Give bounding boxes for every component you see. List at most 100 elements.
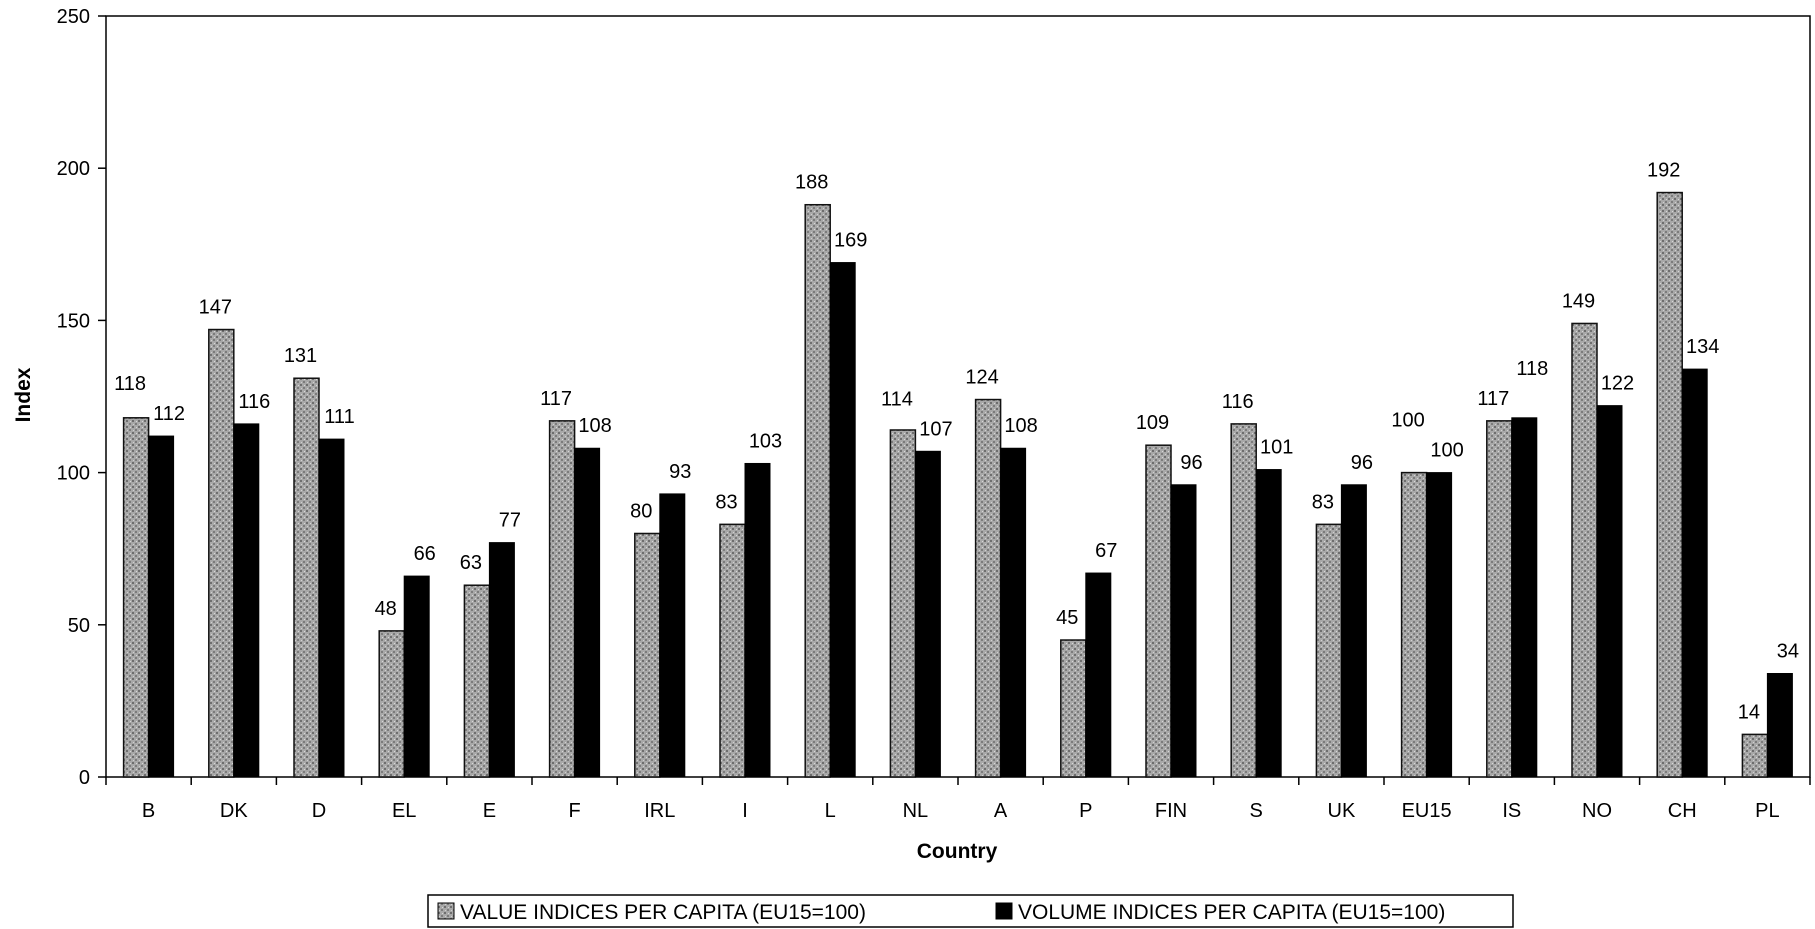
value-bar — [719, 523, 746, 778]
volume-bar — [403, 575, 430, 778]
value-bar — [122, 417, 150, 778]
legend-entry: VALUE INDICES PER CAPITA (EU15=100) — [460, 901, 866, 924]
y-tick-label: 150 — [57, 310, 90, 332]
x-tick-label: I — [742, 800, 748, 822]
value-data-label: 83 — [715, 491, 737, 513]
volume-data-label: 103 — [749, 430, 782, 452]
volume-data-label: 108 — [1004, 415, 1037, 437]
value-bar — [1656, 191, 1683, 778]
volume-data-label: 134 — [1686, 336, 1719, 358]
value-bar — [548, 420, 576, 778]
value-data-label: 45 — [1056, 607, 1078, 629]
x-axis-title: Country — [917, 840, 998, 863]
volume-data-label: 77 — [499, 510, 521, 532]
x-tick-label: L — [825, 800, 836, 822]
x-tick-label: PL — [1755, 800, 1779, 822]
x-tick-label: DK — [220, 800, 248, 822]
x-tick-label: NL — [903, 800, 929, 822]
volume-data-label: 112 — [153, 403, 185, 425]
volume-bar — [1511, 417, 1538, 778]
y-tick-label: 0 — [79, 767, 90, 789]
volume-bar — [1000, 447, 1027, 778]
volume-bar — [1170, 484, 1197, 778]
value-data-label: 116 — [1222, 391, 1254, 413]
volume-data-label: 96 — [1180, 452, 1202, 474]
volume-data-label: 34 — [1777, 641, 1799, 663]
x-tick-label: EL — [392, 800, 416, 822]
x-tick-label: D — [312, 800, 326, 822]
volume-bar — [574, 447, 601, 778]
value-bar — [463, 584, 491, 778]
volume-bar — [1766, 673, 1793, 778]
value-bar — [293, 377, 320, 778]
value-bar — [1486, 420, 1513, 778]
value-data-label: 131 — [284, 345, 317, 367]
x-tick-label: NO — [1582, 800, 1612, 822]
volume-bar — [233, 423, 260, 778]
x-tick-label: F — [568, 800, 580, 822]
x-tick-label: B — [142, 800, 155, 822]
volume-data-label: 108 — [578, 415, 611, 437]
value-data-label: 117 — [1477, 388, 1509, 410]
value-bar — [1571, 322, 1598, 778]
value-bar — [634, 532, 661, 778]
y-axis-title: Index — [12, 367, 35, 422]
volume-data-label: 101 — [1260, 437, 1293, 459]
value-bar — [208, 328, 235, 778]
x-tick-label: A — [994, 800, 1008, 822]
value-data-label: 192 — [1647, 160, 1680, 182]
x-tick-label: CH — [1668, 800, 1697, 822]
x-tick-label: IRL — [644, 800, 675, 822]
value-bar — [1400, 471, 1428, 778]
value-data-label: 118 — [114, 373, 146, 395]
volume-data-label: 93 — [669, 461, 691, 483]
value-data-label: 124 — [965, 367, 998, 389]
x-tick-label: FIN — [1155, 800, 1187, 822]
value-data-label: 188 — [795, 172, 828, 194]
value-bar — [889, 429, 917, 778]
y-tick-label: 250 — [57, 6, 90, 28]
value-data-label: 109 — [1136, 412, 1169, 434]
value-bar — [1315, 523, 1343, 778]
value-data-label: 147 — [199, 297, 232, 319]
legend-entry: VOLUME INDICES PER CAPITA (EU15=100) — [1018, 901, 1445, 924]
value-data-label: 149 — [1562, 290, 1595, 312]
volume-bar — [829, 262, 856, 778]
value-bar — [378, 630, 405, 778]
volume-bar — [1681, 368, 1708, 778]
legend: VALUE INDICES PER CAPITA (EU15=100) VOLUM… — [427, 894, 1514, 928]
volume-bar — [1085, 572, 1112, 778]
value-bar — [1145, 444, 1172, 778]
legend-box — [427, 894, 1514, 928]
volume-data-label: 118 — [1516, 358, 1548, 380]
volume-bar — [488, 542, 515, 778]
volume-bar — [1426, 472, 1453, 778]
x-tick-label: E — [483, 800, 496, 822]
volume-bar — [148, 435, 175, 778]
plot-frame — [105, 15, 1811, 778]
value-data-label: 14 — [1738, 701, 1760, 723]
volume-data-label: 111 — [324, 406, 354, 428]
volume-bar — [744, 462, 771, 778]
legend-swatch — [995, 902, 1013, 920]
x-tick-label: P — [1079, 800, 1092, 822]
y-tick-label: 50 — [68, 615, 90, 637]
value-data-label: 83 — [1312, 491, 1334, 513]
volume-data-label: 66 — [414, 543, 436, 565]
value-bar — [1230, 423, 1257, 778]
value-bar — [1741, 733, 1769, 778]
volume-bar — [1255, 469, 1282, 778]
volume-data-label: 122 — [1601, 373, 1634, 395]
y-tick-label: 100 — [57, 463, 90, 485]
value-data-label: 63 — [460, 552, 482, 574]
volume-bar — [914, 450, 941, 778]
value-data-label: 114 — [881, 388, 913, 410]
value-data-label: 80 — [630, 500, 652, 522]
value-data-label: 100 — [1391, 410, 1424, 432]
x-tick-label: EU15 — [1402, 800, 1452, 822]
value-bar — [1060, 639, 1087, 778]
volume-data-label: 67 — [1095, 540, 1117, 562]
volume-bar — [1340, 484, 1367, 778]
volume-data-label: 116 — [238, 391, 270, 413]
value-bar — [804, 203, 831, 778]
